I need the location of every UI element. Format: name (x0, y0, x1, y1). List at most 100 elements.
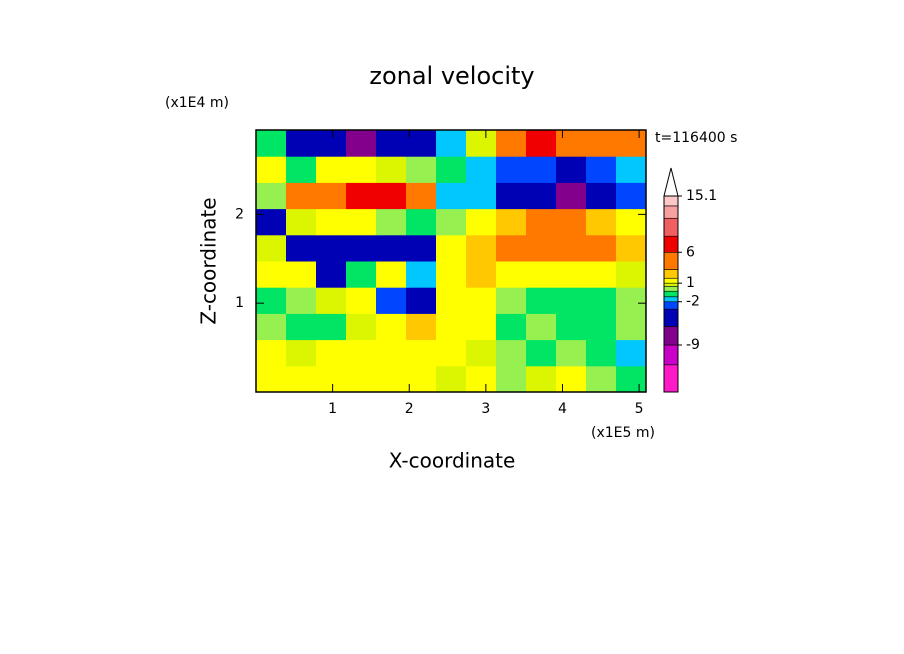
field-cell (256, 156, 287, 183)
colorbar-segment (663, 296, 679, 303)
field-cell (496, 156, 527, 183)
field-cell (616, 208, 647, 236)
field-cell (436, 130, 467, 157)
field-cell (376, 261, 407, 288)
field-cell (406, 234, 437, 262)
field-cell (616, 365, 647, 393)
colorbar-segment (663, 301, 679, 310)
field-cell (466, 365, 497, 393)
field-cell (346, 261, 377, 288)
field-cell (556, 365, 587, 393)
field-cell (526, 261, 557, 288)
field-cell (376, 339, 407, 367)
y-tick-label: 2 (235, 206, 244, 222)
field-cell (286, 182, 317, 210)
field-cell (346, 313, 377, 341)
field-cell (316, 313, 347, 341)
field-cell (436, 287, 467, 314)
colorbar-segment (663, 205, 679, 219)
field-cell (556, 287, 587, 314)
field-cell (586, 182, 617, 210)
field-cell (496, 313, 527, 341)
field-cell (346, 234, 377, 262)
field-cell (406, 339, 437, 367)
colorbar-segment (663, 251, 679, 270)
field-cell (616, 339, 647, 367)
colorbar-segment (663, 269, 679, 279)
field-cell (556, 156, 587, 183)
field-cell (376, 234, 407, 262)
field-cell (616, 234, 647, 262)
field-cell (286, 234, 317, 262)
field-cell (436, 261, 467, 288)
field-cell (466, 313, 497, 341)
colorbar-segment (663, 290, 679, 298)
field-cell (376, 365, 407, 393)
field-cell (286, 261, 317, 288)
field-cell (586, 208, 617, 236)
colorbar-segment (663, 195, 679, 207)
field-cell (556, 339, 587, 367)
field-cell (286, 339, 317, 367)
colorbar-segment (663, 282, 679, 287)
field-cell (526, 182, 557, 210)
y-axis-label: Z-coordinate (197, 197, 221, 324)
x-unit: (x1E5 m) (591, 425, 655, 441)
field-cell (526, 365, 557, 393)
field-cell (526, 208, 557, 236)
field-cell (586, 287, 617, 314)
colorbar-segment (663, 277, 679, 284)
x-tick-label: 5 (635, 401, 644, 417)
field-cell (436, 234, 467, 262)
field-cell (286, 287, 317, 314)
field-cell (406, 313, 437, 341)
x-tick-label: 3 (481, 401, 490, 417)
annotation: t=116400 s (655, 130, 737, 146)
field-cell (376, 130, 407, 157)
field-cell (496, 287, 527, 314)
field-cell (466, 234, 497, 262)
x-tick-label: 2 (405, 401, 414, 417)
field-cell (406, 208, 437, 236)
field-cell (526, 287, 557, 314)
field-cell (286, 365, 317, 393)
field-cell (466, 182, 497, 210)
plot-frame (255, 129, 647, 393)
field-cell (376, 156, 407, 183)
colorbar-tick-label: 6 (686, 244, 695, 260)
field-cell (466, 208, 497, 236)
field-cell (406, 365, 437, 393)
field-cell (256, 365, 287, 393)
colorbar-segment (663, 326, 679, 346)
x-axis-label: X-coordinate (389, 449, 516, 473)
field-cell (256, 130, 287, 157)
field-cell (616, 261, 647, 288)
field-cell (616, 182, 647, 210)
field-cell (376, 182, 407, 210)
field-cell (526, 339, 557, 367)
colorbar-frame (663, 195, 679, 393)
field-cell (436, 365, 467, 393)
field-cell (586, 130, 617, 157)
field-cell (586, 261, 617, 288)
field-cell (406, 261, 437, 288)
field-cell (406, 156, 437, 183)
field-cell (436, 313, 467, 341)
colorbar-segment (663, 217, 679, 237)
field-cell (346, 156, 377, 183)
field-cell (496, 234, 527, 262)
field-cell (406, 182, 437, 210)
colorbar-tick-label: -2 (686, 294, 700, 310)
chart-title: zonal velocity (369, 62, 534, 90)
field-cell (616, 287, 647, 314)
field-cell (466, 339, 497, 367)
field-cell (526, 313, 557, 341)
field-cell (286, 313, 317, 341)
field-cell (346, 208, 377, 236)
colorbar-arrow (663, 167, 679, 197)
field-cell (346, 287, 377, 314)
field-cell (466, 261, 497, 288)
field-cell (256, 287, 287, 314)
